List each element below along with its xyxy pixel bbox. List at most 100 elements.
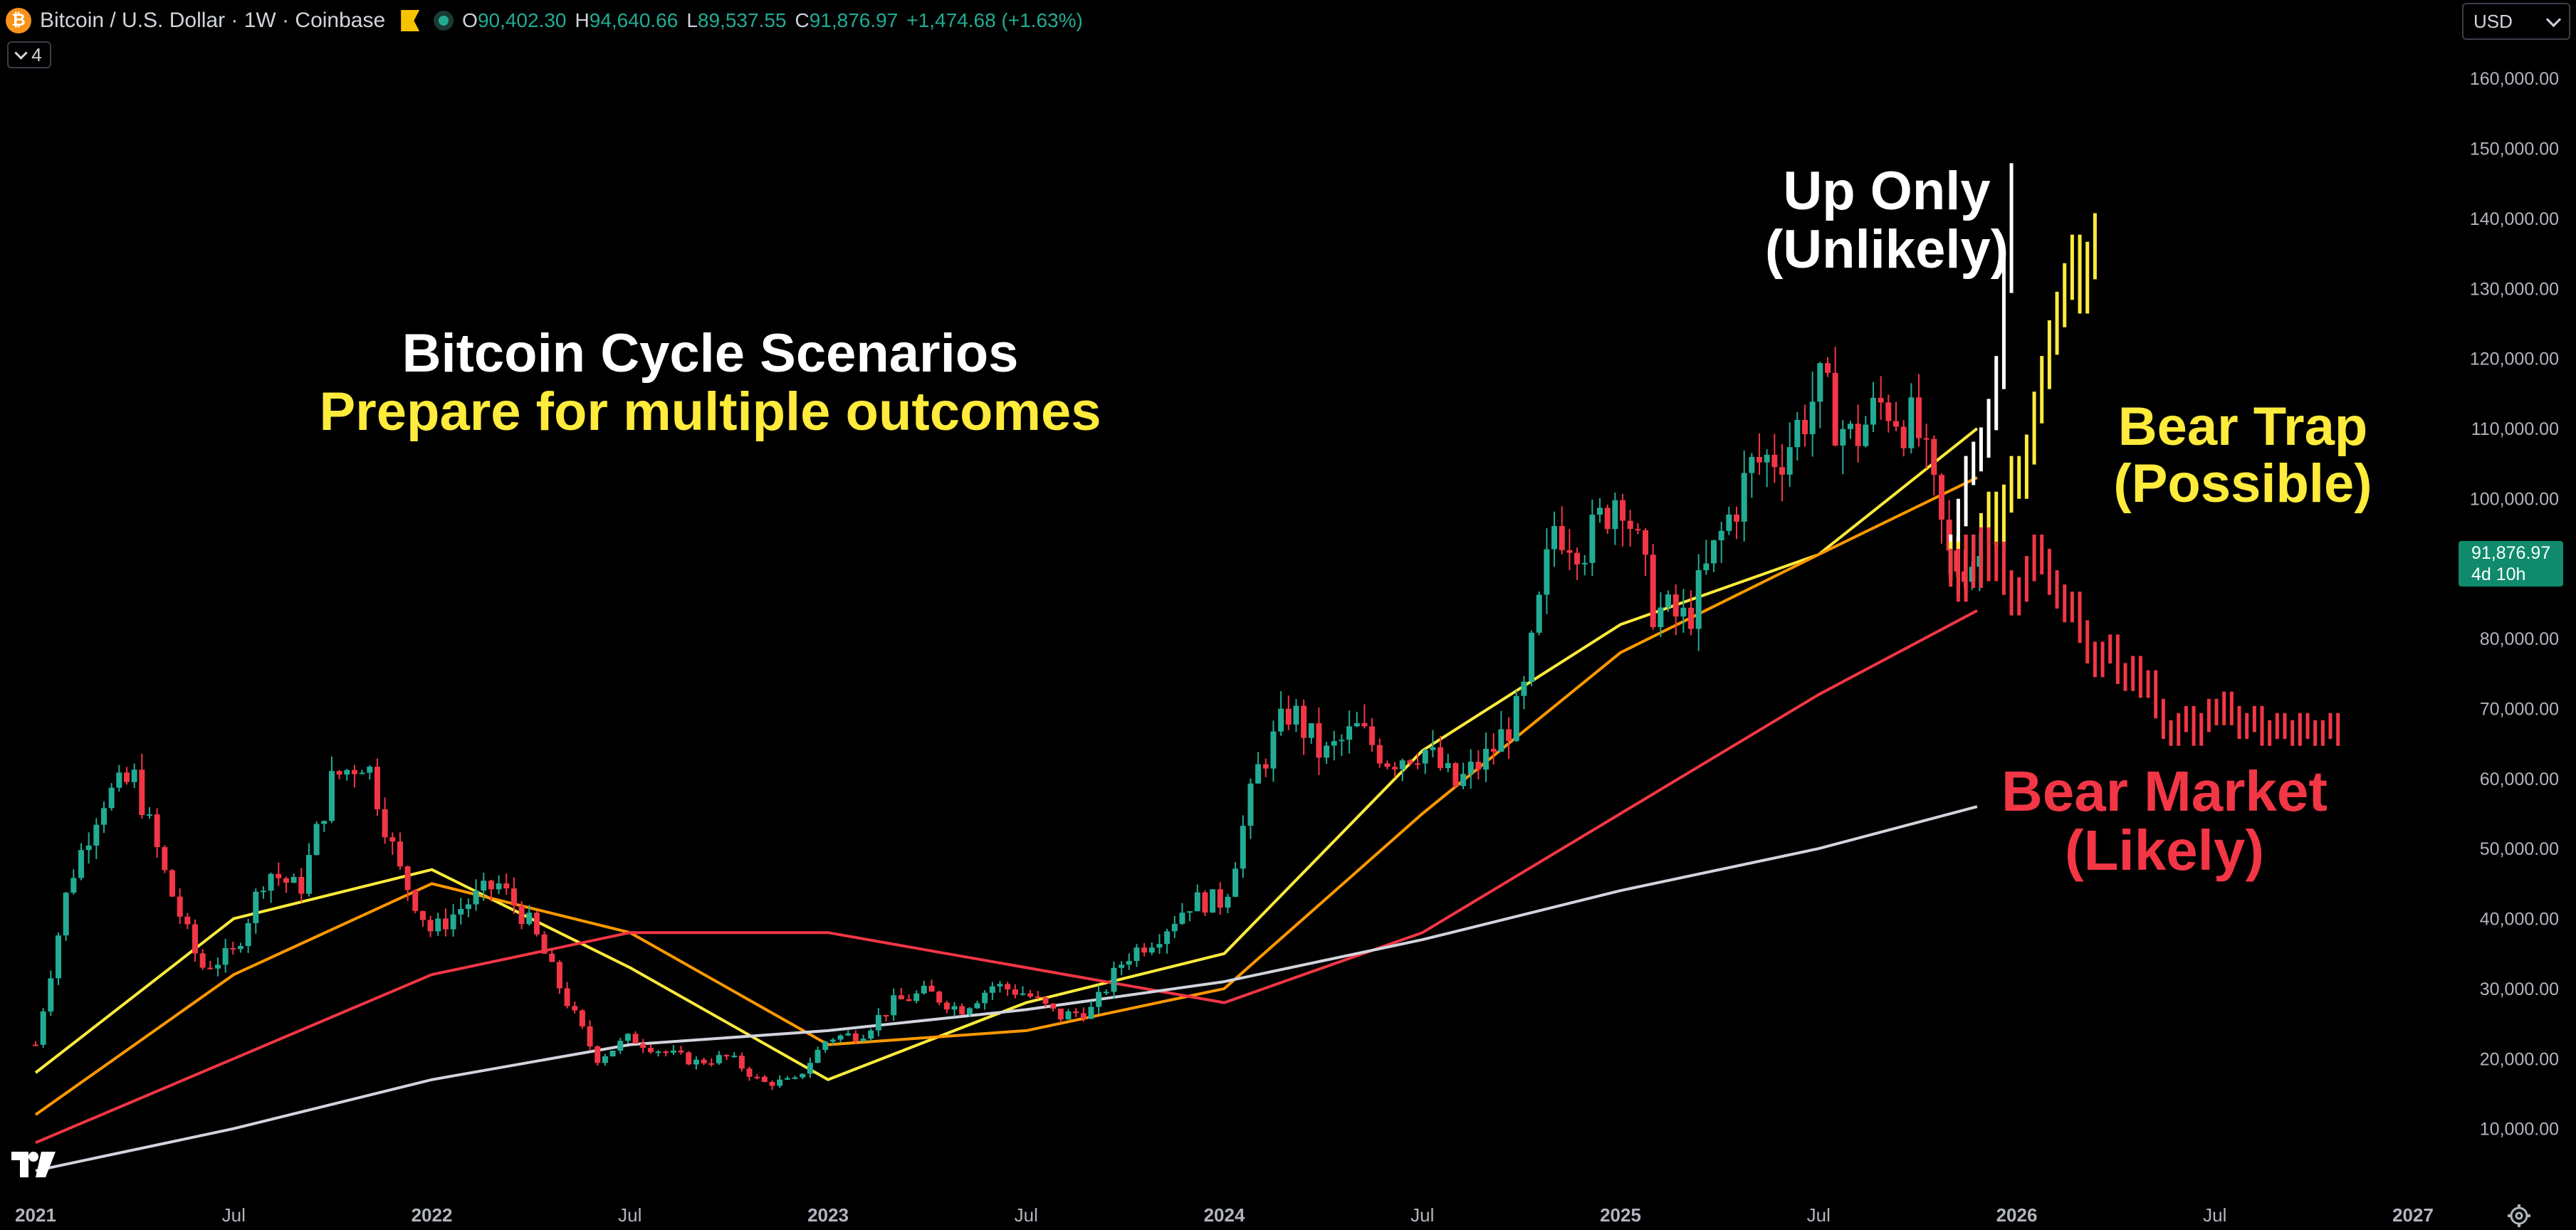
candle-body bbox=[1156, 944, 1163, 948]
candle-body bbox=[1574, 552, 1581, 564]
candle-body bbox=[541, 934, 548, 954]
candle-body bbox=[1361, 722, 1368, 727]
bear-market-subtitle: (Likely) bbox=[2064, 819, 2265, 882]
candle-body bbox=[1301, 705, 1307, 738]
candle-body bbox=[131, 769, 137, 782]
x-tick-label: Jul bbox=[222, 1204, 246, 1226]
bear-market-annotation: Bear Market (Likely) bbox=[1986, 762, 2342, 880]
gear-icon[interactable] bbox=[2507, 1204, 2531, 1228]
y-tick-label: 130,000.00 bbox=[2470, 279, 2559, 299]
candle-body bbox=[1794, 419, 1801, 448]
candle-body bbox=[1483, 749, 1489, 770]
candle-body bbox=[1354, 722, 1360, 727]
symbol-title[interactable]: Bitcoin / U.S. Dollar · 1W · Coinbase bbox=[40, 9, 386, 32]
candle-body bbox=[123, 772, 130, 782]
candle-body bbox=[1490, 749, 1497, 752]
candle-body bbox=[686, 1052, 692, 1065]
candle-body bbox=[276, 873, 282, 878]
ohlc-change-value: +1,474.68 (+1.63%) bbox=[906, 9, 1083, 31]
candle-body bbox=[268, 873, 274, 891]
candle-body bbox=[382, 809, 388, 838]
x-tick-label: 2023 bbox=[807, 1204, 849, 1226]
candle-body bbox=[746, 1068, 753, 1077]
candle-body bbox=[1088, 1006, 1094, 1019]
candle-body bbox=[1270, 731, 1277, 769]
y-tick-label: 50,000.00 bbox=[2480, 839, 2559, 859]
candle-body bbox=[488, 881, 494, 890]
candle-body bbox=[1923, 438, 1930, 440]
candle-body bbox=[595, 1046, 601, 1063]
candle-body bbox=[1892, 421, 1899, 427]
y-tick-label: 100,000.00 bbox=[2470, 489, 2559, 509]
y-tick-label: 20,000.00 bbox=[2480, 1049, 2559, 1069]
candle-body bbox=[1764, 454, 1770, 463]
bitcoin-icon[interactable]: ₿ bbox=[6, 8, 31, 33]
candle-body bbox=[177, 896, 183, 917]
candle-body bbox=[784, 1078, 790, 1080]
market-status-icon[interactable] bbox=[434, 11, 454, 31]
candle-body bbox=[48, 978, 54, 1012]
ohlc-close-key: C bbox=[795, 9, 810, 31]
y-tick-label: 160,000.00 bbox=[2470, 69, 2559, 89]
candle-body bbox=[761, 1076, 768, 1083]
up-only-annotation: Up Only (Unlikely) bbox=[1737, 162, 2036, 279]
candle-body bbox=[1581, 562, 1588, 564]
ma-long-line bbox=[35, 805, 1978, 1172]
candle-body bbox=[1042, 997, 1049, 1004]
candle-body bbox=[997, 984, 1003, 987]
candle-body bbox=[731, 1056, 738, 1058]
y-tick-label: 40,000.00 bbox=[2480, 910, 2559, 930]
candle-body bbox=[328, 771, 335, 821]
ohlc-high-value: 94,640.66 bbox=[589, 9, 679, 31]
candle-body bbox=[1080, 1013, 1087, 1019]
candle-body bbox=[313, 824, 320, 856]
y-tick-label: 80,000.00 bbox=[2480, 629, 2559, 649]
candle-body bbox=[1164, 931, 1171, 945]
candle-body bbox=[1452, 763, 1459, 787]
candle-body bbox=[1498, 729, 1504, 752]
bear-trap-annotation: Bear Trap (Possible) bbox=[2093, 399, 2392, 512]
moving-averages-layer bbox=[34, 427, 1979, 1172]
candle-body bbox=[237, 946, 244, 950]
candle-body bbox=[139, 769, 145, 816]
candle-body bbox=[1422, 750, 1428, 764]
candle-body bbox=[769, 1082, 775, 1086]
candle-body bbox=[214, 964, 221, 969]
candle-body bbox=[1293, 705, 1299, 725]
candle-body bbox=[1521, 681, 1527, 696]
candle-body bbox=[1217, 889, 1223, 908]
candle-body bbox=[723, 1055, 730, 1057]
candle-body bbox=[359, 772, 365, 774]
candle-body bbox=[852, 1033, 859, 1041]
candle-body bbox=[404, 866, 411, 890]
candle-body bbox=[427, 920, 434, 932]
currency-select[interactable]: USD bbox=[2462, 3, 2570, 40]
candle-body bbox=[1536, 594, 1542, 633]
candle-body bbox=[1194, 892, 1200, 912]
candle-body bbox=[1885, 402, 1892, 421]
candle-body bbox=[936, 992, 943, 1003]
candle-body bbox=[146, 814, 152, 816]
ma-mid-line bbox=[34, 476, 1978, 1116]
candle-body bbox=[1126, 961, 1132, 965]
y-tick-label: 30,000.00 bbox=[2480, 979, 2559, 999]
candle-body bbox=[1392, 767, 1398, 769]
candle-body bbox=[670, 1050, 676, 1053]
tradingview-logo-icon[interactable] bbox=[10, 1150, 57, 1179]
candle-body bbox=[549, 953, 555, 962]
candle-body bbox=[93, 824, 100, 846]
candle-body bbox=[1597, 508, 1603, 515]
candle-body bbox=[1703, 563, 1710, 571]
x-tick-label: Jul bbox=[1015, 1204, 1038, 1226]
current-price-label: 91,876.97 4d 10h bbox=[2459, 541, 2563, 587]
candle-body bbox=[982, 992, 988, 1004]
candle-body bbox=[617, 1041, 624, 1051]
x-tick-label: 2027 bbox=[2392, 1204, 2434, 1226]
candle-body bbox=[305, 855, 312, 894]
candle-body bbox=[1566, 550, 1573, 553]
indicators-toggle-button[interactable]: 4 bbox=[7, 41, 51, 68]
candle-body bbox=[943, 1002, 950, 1010]
candle-body bbox=[587, 1026, 593, 1046]
